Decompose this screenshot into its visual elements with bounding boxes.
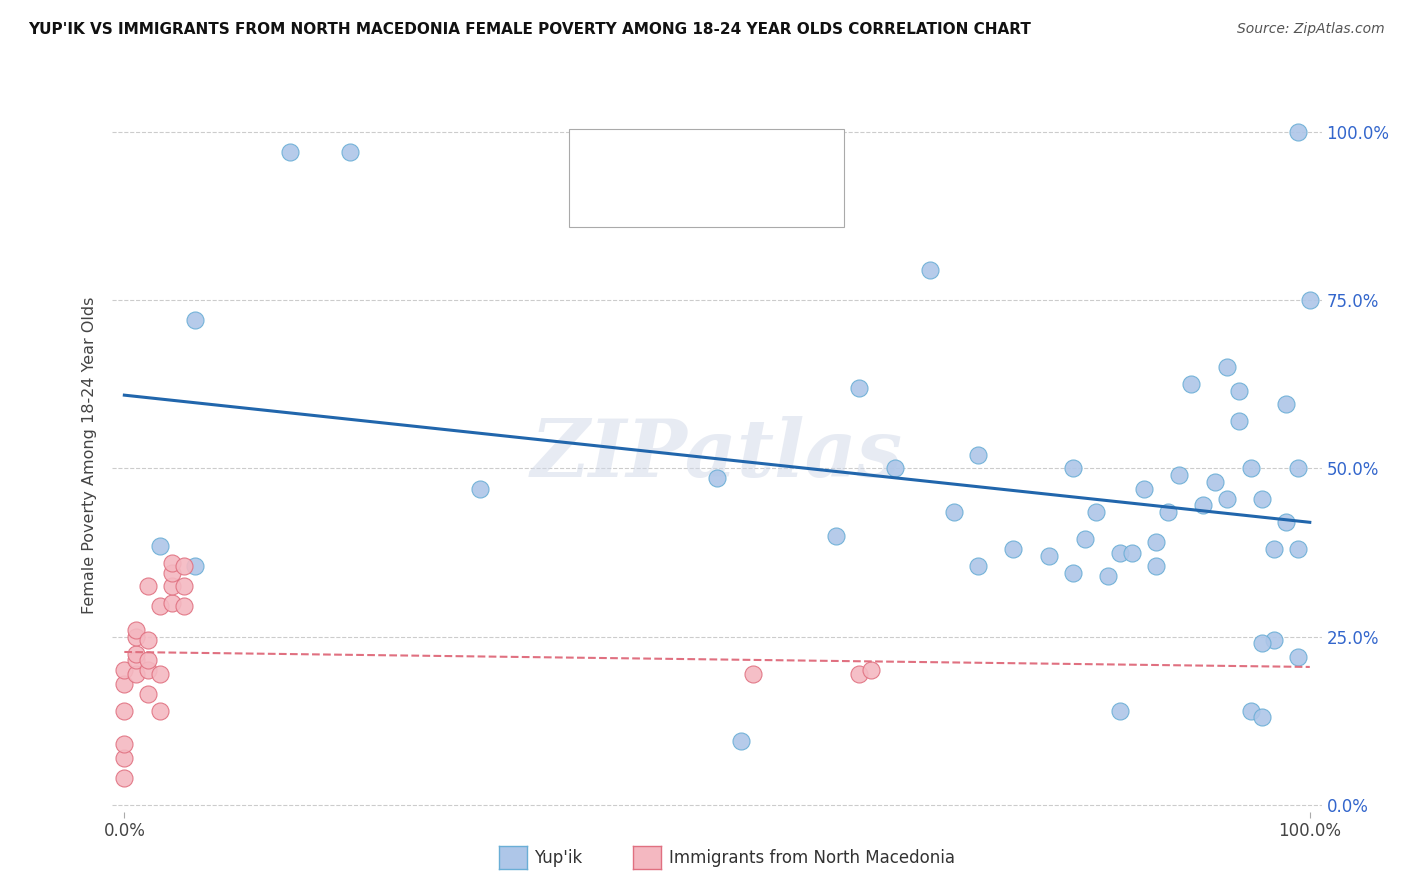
Point (1275, 515, 1298, 529)
Point (149, 704, 172, 718)
Point (706, 471, 728, 485)
Point (278, 145, 301, 159)
Point (730, 734, 752, 748)
Text: Source: ZipAtlas.com: Source: ZipAtlas.com (1237, 22, 1385, 37)
Point (1251, 491, 1274, 506)
Point (125, 653, 148, 667)
Point (848, 381, 870, 395)
Point (1275, 397, 1298, 411)
Point (160, 596, 183, 610)
Point (1192, 499, 1215, 513)
Point (1286, 461, 1309, 475)
Point (468, 482, 491, 496)
Point (1180, 377, 1202, 392)
Point (1109, 545, 1132, 559)
Point (1299, 293, 1322, 307)
Point (1227, 384, 1250, 398)
Point (1062, 461, 1084, 475)
Point (1251, 636, 1274, 650)
Point (1263, 633, 1285, 648)
Point (125, 647, 148, 661)
Point (848, 666, 870, 681)
Point (112, 704, 135, 718)
Point (920, 262, 942, 277)
Point (173, 559, 195, 574)
Point (149, 599, 172, 614)
Point (1251, 710, 1274, 724)
Point (1216, 360, 1239, 375)
Point (1156, 505, 1178, 519)
Point (149, 666, 172, 681)
Point (824, 529, 846, 543)
Point (860, 664, 883, 678)
Point (1062, 566, 1084, 580)
Point (112, 738, 135, 752)
Point (1263, 542, 1285, 557)
Point (173, 579, 195, 593)
Point (1168, 468, 1191, 483)
Point (966, 448, 988, 462)
Point (1144, 535, 1167, 549)
Point (136, 687, 159, 701)
Point (1216, 491, 1239, 506)
Text: Immigrants from North Macedonia: Immigrants from North Macedonia (669, 849, 955, 867)
Point (184, 559, 207, 574)
Point (1109, 704, 1132, 718)
Point (1097, 569, 1119, 583)
Point (112, 677, 135, 691)
Point (1121, 545, 1143, 559)
Point (160, 556, 183, 570)
Text: Yup'ik: Yup'ik (534, 849, 582, 867)
Text: YUP'IK VS IMMIGRANTS FROM NORTH MACEDONIA FEMALE POVERTY AMONG 18-24 YEAR OLDS C: YUP'IK VS IMMIGRANTS FROM NORTH MACEDONI… (28, 22, 1031, 37)
Point (1286, 649, 1309, 664)
Point (112, 751, 135, 765)
Y-axis label: Female Poverty Among 18-24 Year Olds: Female Poverty Among 18-24 Year Olds (82, 296, 97, 614)
Point (112, 771, 135, 785)
Point (1204, 475, 1226, 489)
Point (1286, 125, 1309, 139)
Point (1239, 704, 1261, 718)
Text: ZIPatlas: ZIPatlas (531, 417, 903, 493)
Point (125, 666, 148, 681)
Point (173, 599, 195, 614)
Point (1286, 542, 1309, 557)
Point (1038, 549, 1060, 563)
Point (1073, 532, 1095, 546)
Point (149, 539, 172, 553)
Point (125, 623, 148, 637)
Point (160, 579, 183, 593)
Point (339, 145, 361, 159)
Point (136, 633, 159, 648)
Text: R = 0.140   N = 51: R = 0.140 N = 51 (634, 154, 792, 172)
Point (1002, 542, 1025, 557)
Point (125, 630, 148, 644)
Point (1144, 559, 1167, 574)
Point (741, 666, 763, 681)
Point (883, 461, 905, 475)
Point (1227, 414, 1250, 428)
Point (160, 566, 183, 580)
Point (1239, 461, 1261, 475)
Point (136, 579, 159, 593)
Point (1085, 505, 1108, 519)
Point (943, 505, 966, 519)
Point (112, 664, 135, 678)
Text: R = 0.001   N = 29: R = 0.001 N = 29 (634, 187, 792, 205)
Point (1133, 482, 1156, 496)
Point (966, 559, 988, 574)
Point (184, 313, 207, 327)
Point (136, 664, 159, 678)
Point (136, 653, 159, 667)
